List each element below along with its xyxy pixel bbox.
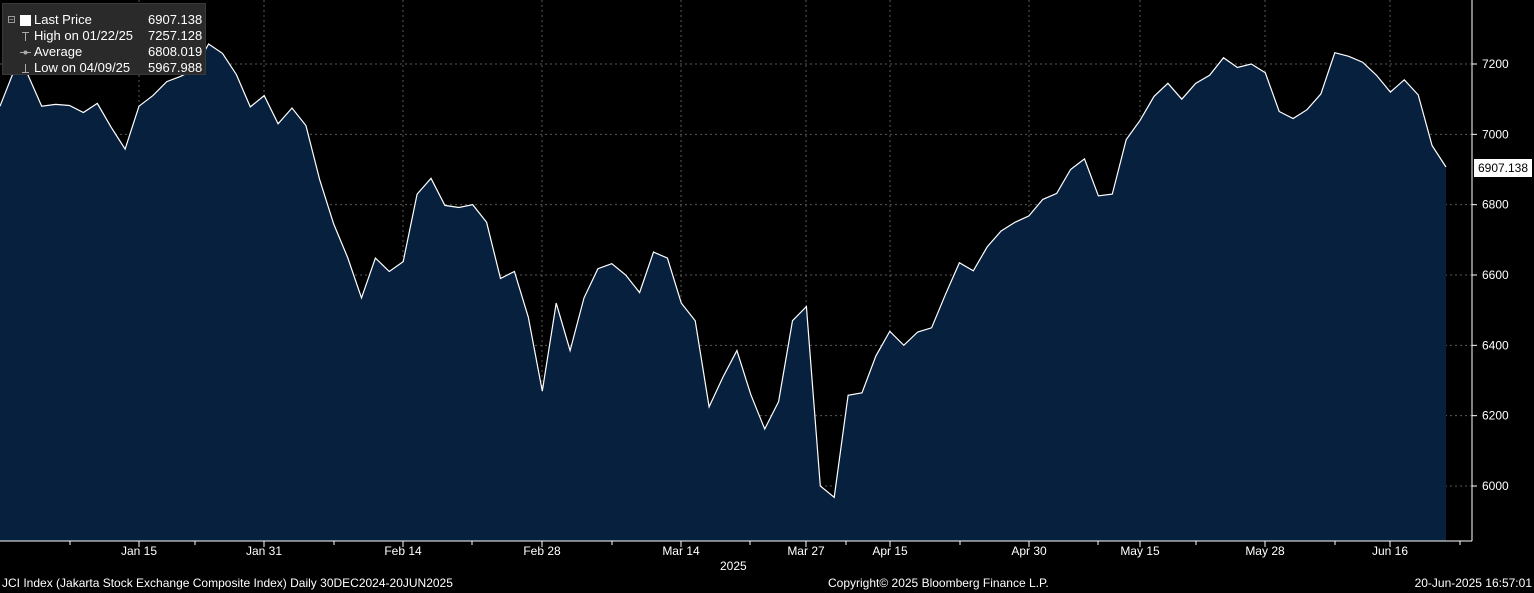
x-tick-label: Jan 31 [246, 544, 282, 558]
y-tick-label: 6600 [1482, 268, 1509, 282]
y-tick-label: 6200 [1482, 409, 1509, 423]
y-tick-label: 7200 [1482, 57, 1509, 71]
legend-row-last-price: − Last Price 6907.138 [3, 12, 207, 28]
legend-value-low: 5967.988 [148, 60, 203, 75]
collapse-icon[interactable]: − [8, 15, 15, 24]
x-tick-label: Jan 15 [121, 544, 157, 558]
footer-timestamp: 20-Jun-2025 16:57:01 [1414, 576, 1532, 590]
legend-value-high: 7257.128 [148, 28, 203, 43]
high-marker-icon [22, 32, 29, 41]
legend-row-high: High on 01/22/25 7257.128 [3, 28, 207, 44]
footer-index-description: JCI Index (Jakarta Stock Exchange Compos… [2, 576, 453, 590]
price-line [0, 43, 1447, 499]
legend-box: − Last Price 6907.138 High on 01/22/25 7… [2, 3, 206, 75]
legend-label-average: Average [34, 44, 83, 59]
x-tick-label: Apr 15 [872, 544, 908, 558]
low-marker-icon [22, 64, 29, 73]
last-price-swatch-icon [20, 15, 31, 26]
x-tick-label: Jun 16 [1372, 544, 1408, 558]
x-tick-label: Feb 14 [384, 544, 422, 558]
x-tick-label: Mar 27 [787, 544, 825, 558]
y-tick-label: 6000 [1482, 479, 1509, 493]
legend-value-average: 6808.019 [148, 44, 203, 59]
y-tick-label: 7000 [1482, 127, 1509, 141]
footer-copyright: Copyright© 2025 Bloomberg Finance L.P. [828, 576, 1049, 590]
x-tick-label: Apr 30 [1011, 544, 1047, 558]
price-area [0, 44, 1446, 541]
x-tick-label: Mar 14 [662, 544, 700, 558]
legend-row-average: Average 6808.019 [3, 44, 207, 60]
x-tick-label: May 15 [1120, 544, 1160, 558]
y-tick-label: 6400 [1482, 338, 1509, 352]
legend-row-low: Low on 04/09/25 5967.988 [3, 60, 207, 76]
legend-label-low: Low on 04/09/25 [34, 60, 131, 75]
legend-value-last-price: 6907.138 [148, 12, 203, 27]
x-axis-year-label: 2025 [720, 559, 747, 573]
x-tick-label: Feb 28 [523, 544, 561, 558]
average-marker-icon [20, 50, 31, 55]
x-tick-label: May 28 [1245, 544, 1285, 558]
legend-label-last-price: Last Price [34, 12, 92, 27]
chart-axes: 6000 6200 6400 6600 6800 7000 7200 Jan 15 Jan 31… [0, 0, 1509, 558]
last-price-tag: 6907.138 [1474, 159, 1532, 177]
y-tick-label: 6800 [1482, 198, 1509, 212]
legend-label-high: High on 01/22/25 [34, 28, 134, 43]
